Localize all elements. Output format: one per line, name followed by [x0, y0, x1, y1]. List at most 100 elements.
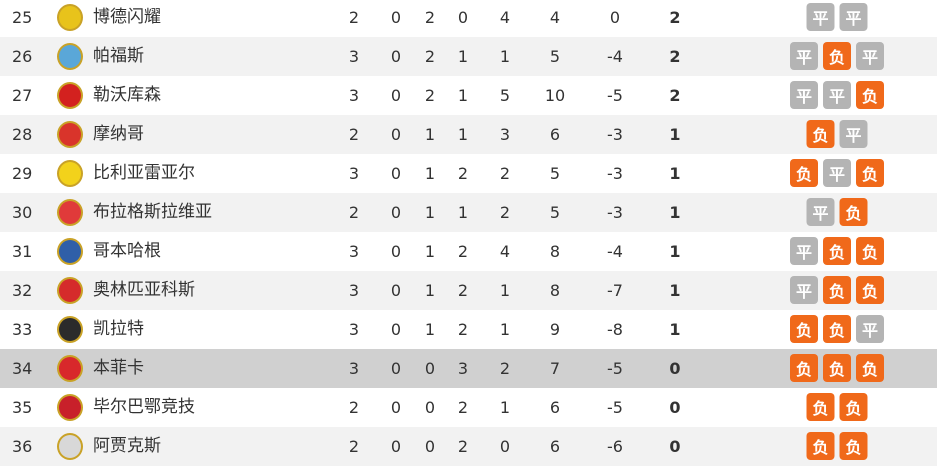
bodo-glimt-logo: [57, 4, 83, 31]
recent-form: 平负: [806, 198, 868, 226]
form-badge: 负: [823, 42, 851, 70]
team-name[interactable]: 博德闪耀: [93, 7, 161, 27]
ajax-logo: [57, 433, 83, 460]
recent-form: 负平: [806, 120, 868, 148]
stat-pts: 2: [669, 8, 681, 27]
stat-d: 1: [424, 281, 436, 300]
table-row[interactable]: 32 奥林匹亚科斯 3 0 1 2 1 8 -7 1 平负负: [0, 271, 937, 310]
table-row[interactable]: 26 帕福斯 3 0 2 1 1 5 -4 2 平负平: [0, 37, 937, 76]
stat-gd: 0: [609, 8, 621, 27]
pafos-logo: [57, 43, 83, 70]
table-row[interactable]: 31 哥本哈根 3 0 1 2 4 8 -4 1 平负负: [0, 232, 937, 271]
stat-gf: 1: [499, 47, 511, 66]
stat-d: 1: [424, 320, 436, 339]
stat-w: 0: [390, 398, 402, 417]
stat-pts: 1: [669, 281, 681, 300]
stat-p: 2: [348, 8, 360, 27]
table-row[interactable]: 29 比利亚雷亚尔 3 0 1 2 2 5 -3 1 负平负: [0, 154, 937, 193]
stat-gf: 4: [499, 242, 511, 261]
form-badge: 负: [839, 393, 868, 421]
stat-gd: -5: [607, 86, 623, 105]
table-row[interactable]: 33 凯拉特 3 0 1 2 1 9 -8 1 负负平: [0, 310, 937, 349]
rank: 27: [12, 86, 33, 105]
table-row[interactable]: 30 布拉格斯拉维亚 2 0 1 1 2 5 -3 1 平负: [0, 193, 937, 232]
stat-pts: 1: [669, 242, 681, 261]
form-badge: 平: [790, 276, 818, 304]
table-row[interactable]: 34 本菲卡 3 0 0 3 2 7 -5 0 负负负: [0, 349, 937, 388]
stat-p: 3: [348, 47, 360, 66]
form-badge: 负: [790, 354, 818, 382]
team-name[interactable]: 帕福斯: [93, 46, 144, 66]
team-name[interactable]: 布拉格斯拉维亚: [93, 202, 212, 222]
stat-l: 2: [457, 242, 469, 261]
form-badge: 负: [839, 432, 868, 460]
team-name[interactable]: 比利亚雷亚尔: [93, 163, 195, 183]
team-name[interactable]: 哥本哈根: [93, 241, 161, 261]
rank: 28: [12, 125, 33, 144]
stat-gd: -3: [607, 203, 623, 222]
stat-pts: 1: [669, 320, 681, 339]
stat-p: 2: [348, 437, 360, 456]
stat-l: 2: [457, 398, 469, 417]
rank: 25: [12, 8, 33, 27]
benfica-logo: [57, 355, 83, 382]
recent-form: 负负负: [790, 354, 884, 382]
stat-gf: 2: [499, 203, 511, 222]
stat-p: 3: [348, 359, 360, 378]
team-name[interactable]: 勒沃库森: [93, 85, 161, 105]
stat-l: 1: [457, 203, 469, 222]
stat-pts: 2: [669, 86, 681, 105]
athletic-bilbao-logo: [57, 394, 83, 421]
stat-d: 1: [424, 164, 436, 183]
team-name[interactable]: 摩纳哥: [93, 124, 144, 144]
stat-ga: 8: [549, 242, 561, 261]
team-name[interactable]: 本菲卡: [93, 358, 144, 378]
table-row[interactable]: 35 毕尔巴鄂竞技 2 0 0 2 1 6 -5 0 负负: [0, 388, 937, 427]
recent-form: 负负: [806, 393, 868, 421]
stat-l: 1: [457, 47, 469, 66]
stat-l: 1: [457, 125, 469, 144]
table-row[interactable]: 25 博德闪耀 2 0 2 0 4 4 0 2 平平: [0, 0, 937, 37]
stat-ga: 5: [549, 203, 561, 222]
table-row[interactable]: 36 阿贾克斯 2 0 0 2 0 6 -6 0 负负: [0, 427, 937, 466]
team-name[interactable]: 毕尔巴鄂竞技: [93, 397, 195, 417]
rank: 36: [12, 437, 33, 456]
stat-pts: 0: [669, 398, 681, 417]
stat-w: 0: [390, 320, 402, 339]
rank: 33: [12, 320, 33, 339]
stat-pts: 2: [669, 47, 681, 66]
recent-form: 平平负: [790, 81, 884, 109]
stat-w: 0: [390, 203, 402, 222]
form-badge: 平: [790, 42, 818, 70]
rank: 29: [12, 164, 33, 183]
stat-w: 0: [390, 125, 402, 144]
recent-form: 平负平: [790, 42, 884, 70]
stat-l: 2: [457, 281, 469, 300]
stat-gf: 5: [499, 86, 511, 105]
form-badge: 平: [790, 237, 818, 265]
table-row[interactable]: 28 摩纳哥 2 0 1 1 3 6 -3 1 负平: [0, 115, 937, 154]
team-name[interactable]: 奥林匹亚科斯: [93, 280, 195, 300]
form-badge: 平: [839, 3, 868, 31]
stat-d: 1: [424, 125, 436, 144]
table-row[interactable]: 27 勒沃库森 3 0 2 1 5 10 -5 2 平平负: [0, 76, 937, 115]
form-badge: 负: [823, 354, 851, 382]
stat-w: 0: [390, 8, 402, 27]
stat-p: 2: [348, 398, 360, 417]
form-badge: 平: [790, 81, 818, 109]
team-name[interactable]: 阿贾克斯: [93, 436, 161, 456]
team-name[interactable]: 凯拉特: [93, 319, 144, 339]
stat-w: 0: [390, 164, 402, 183]
stat-ga: 9: [549, 320, 561, 339]
villarreal-logo: [57, 160, 83, 187]
stat-gd: -5: [607, 398, 623, 417]
stat-p: 3: [348, 281, 360, 300]
stat-gd: -3: [607, 125, 623, 144]
stat-d: 2: [424, 86, 436, 105]
recent-form: 平平: [806, 3, 868, 31]
form-badge: 负: [806, 432, 835, 460]
stat-p: 3: [348, 86, 360, 105]
form-badge: 负: [806, 120, 835, 148]
olympiacos-logo: [57, 277, 83, 304]
